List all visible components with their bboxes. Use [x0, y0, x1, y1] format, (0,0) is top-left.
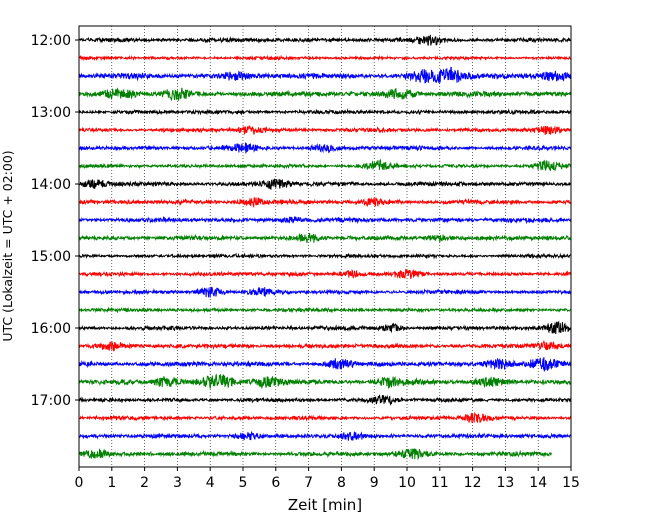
x-tick-label-5: 5 [239, 475, 248, 491]
trace-group [79, 36, 571, 459]
y-tick-label-1500: 15:00 [31, 249, 71, 265]
trace-1600 [79, 322, 571, 334]
trace-1745 [79, 449, 551, 460]
trace-1615 [79, 341, 571, 351]
x-tick-label-7: 7 [304, 475, 313, 491]
y-tick-label-1300: 13:00 [31, 105, 71, 121]
trace-1300 [79, 110, 571, 114]
trace-1245 [79, 88, 571, 101]
trace-1430 [79, 217, 571, 224]
x-tick-label-15: 15 [562, 475, 580, 491]
trace-1545 [79, 308, 571, 312]
trace-1400 [79, 179, 571, 189]
trace-1630 [79, 357, 571, 371]
trace-1700 [79, 395, 571, 404]
trace-1645 [79, 375, 571, 389]
x-tick-label-0: 0 [75, 475, 84, 491]
y-tick-label-1400: 14:00 [31, 177, 71, 193]
x-tick-label-6: 6 [271, 475, 280, 491]
trace-1215 [79, 56, 571, 59]
trace-1515 [79, 269, 571, 279]
y-tick-label-1200: 12:00 [31, 33, 71, 49]
x-tick-label-10: 10 [398, 475, 416, 491]
y-tick-label-1600: 16:00 [31, 321, 71, 337]
y-axis-label: UTC (Lokalzeit = UTC + 02:00) [0, 150, 15, 341]
y-axis-ticks: 12:00 13:00 14:00 15:00 16:00 17:00 [31, 33, 79, 409]
trace-1200 [79, 36, 571, 46]
x-tick-label-14: 14 [529, 475, 547, 491]
x-tick-label-3: 3 [173, 475, 182, 491]
trace-1500 [79, 254, 571, 258]
trace-1345 [79, 160, 571, 171]
trace-1445 [79, 233, 571, 243]
trace-1730 [79, 432, 571, 441]
x-tick-label-12: 12 [464, 475, 482, 491]
x-axis-ticks: 0 1 2 3 4 5 6 7 8 9 10 11 12 13 14 15 [75, 467, 580, 491]
x-tick-label-13: 13 [496, 475, 514, 491]
y-tick-label-1700: 17:00 [31, 393, 71, 409]
x-tick-label-11: 11 [431, 475, 449, 491]
x-tick-label-8: 8 [337, 475, 346, 491]
x-axis-label: Zeit [min] [288, 496, 362, 514]
trace-1715 [79, 413, 571, 423]
trace-1330 [79, 143, 571, 154]
x-tick-label-9: 9 [370, 475, 379, 491]
trace-1230 [79, 67, 571, 82]
x-tick-label-1: 1 [107, 475, 116, 491]
trace-1315 [79, 126, 571, 135]
x-tick-label-4: 4 [206, 475, 215, 491]
x-tick-label-2: 2 [140, 475, 149, 491]
trace-1530 [79, 287, 571, 298]
trace-1415 [79, 197, 571, 206]
